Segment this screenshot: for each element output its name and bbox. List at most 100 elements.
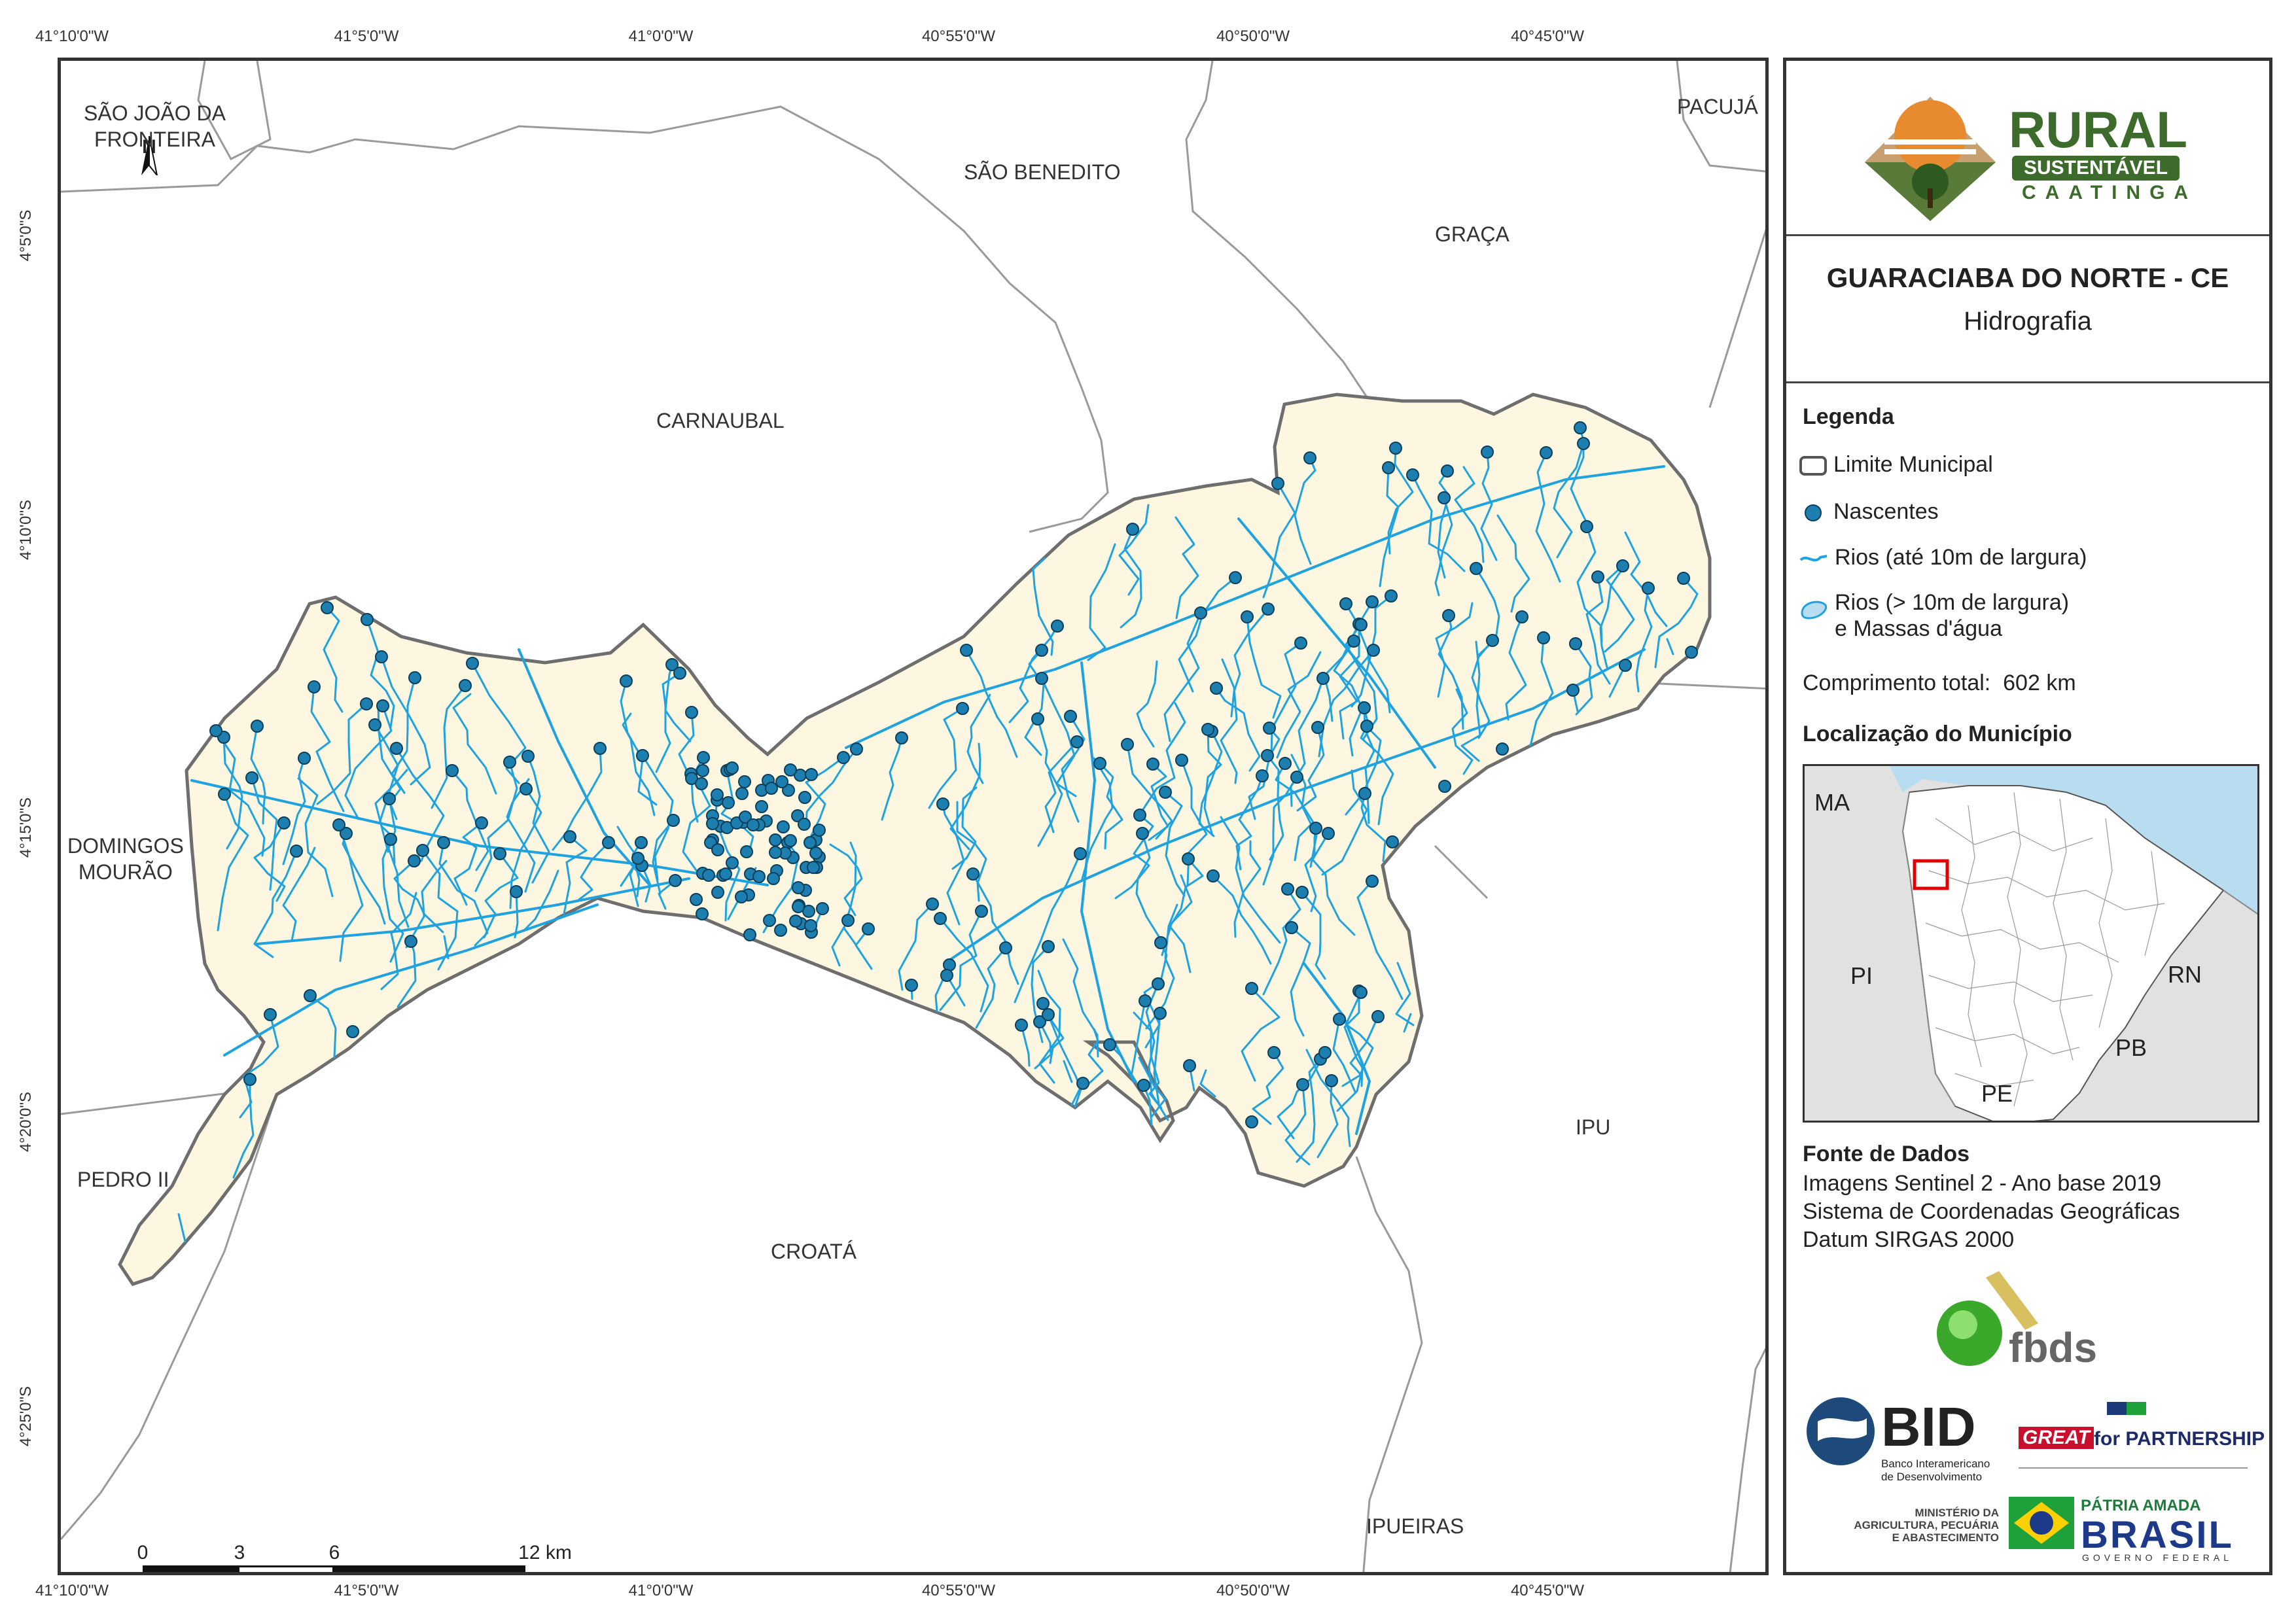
tributary-line [1120, 528, 1142, 629]
scale-label-6: 6 [328, 1542, 340, 1563]
boundary-symbol-icon [1799, 456, 1827, 476]
tributary-line [1099, 762, 1123, 850]
bid-text: BID [1881, 1396, 1976, 1457]
tributary-line [1535, 451, 1561, 583]
brasil-text: BRASIL [2081, 1514, 2234, 1556]
tributary-line [1471, 639, 1494, 739]
tributary-line [898, 903, 934, 991]
spring-point [792, 881, 805, 894]
scale-label-0: 0 [137, 1542, 149, 1563]
legend-item-rios-large: Rios (> 10m de largura) e Massas d'água [1799, 589, 2069, 642]
location-inset-map[interactable]: MA PI RN PB PE [1803, 764, 2259, 1123]
spring-point [1303, 451, 1316, 464]
spring-point [1366, 595, 1379, 608]
spring-point [850, 742, 863, 756]
inset-label-pb: PB [2115, 1034, 2147, 1061]
tributary-line [1284, 1083, 1311, 1166]
north-arrow: N [136, 136, 162, 175]
municipality-polygon[interactable] [118, 393, 1712, 1286]
tributary-line [380, 655, 431, 786]
tributary-line [942, 803, 965, 926]
spring-point [243, 1073, 256, 1086]
spring-point [673, 667, 686, 680]
tributary-line [658, 879, 677, 910]
spring-point [1354, 618, 1368, 631]
tributary-line [1178, 576, 1237, 693]
spring-point [1074, 847, 1087, 860]
spring-point [1577, 437, 1590, 450]
spring-point [1309, 822, 1322, 835]
spring-point [1229, 571, 1242, 584]
spring-point [510, 885, 523, 898]
tributary-line [1241, 987, 1280, 1082]
tributary-line [1138, 1056, 1167, 1118]
legend-label-limite: Limite Municipal [1833, 452, 1993, 477]
spring-point [264, 1008, 277, 1021]
tributary-line [1387, 447, 1414, 555]
tributary-line [1008, 625, 1059, 724]
spring-point [1207, 869, 1220, 882]
water-body-symbol-icon [1801, 601, 1828, 620]
tributary-line [451, 769, 489, 871]
tributary-line [506, 778, 536, 893]
spring-point [1385, 589, 1398, 602]
tributary-line [1438, 614, 1464, 730]
spring-point [383, 792, 396, 805]
river-line [1080, 661, 1135, 1083]
spring-point [384, 833, 397, 846]
spring-point [711, 886, 724, 899]
spring-point [1441, 464, 1454, 478]
tributary-line [1168, 874, 1193, 973]
spring-point [1347, 635, 1360, 648]
spring-point [1126, 523, 1139, 536]
spring-point [1152, 977, 1165, 990]
tributary-line [1304, 827, 1317, 913]
spring-point [1290, 771, 1303, 784]
tributary-line [366, 618, 395, 729]
spring-point [251, 720, 264, 733]
tributary-line [1215, 687, 1261, 772]
tributary-line [1305, 1049, 1351, 1147]
tributary-line [251, 777, 278, 891]
spring-point [475, 816, 488, 829]
fbds-text: fbds [2009, 1324, 2098, 1371]
spring-point [1389, 442, 1402, 455]
flags-icon [2107, 1402, 2146, 1415]
spring-point [940, 969, 953, 982]
spring-point [747, 818, 760, 831]
tributary-line [323, 606, 344, 713]
spring-point [1194, 606, 1207, 620]
tributary-line [474, 761, 518, 892]
tributary-line [1460, 640, 1481, 762]
tributary-line [1301, 891, 1326, 980]
spring-point [1136, 827, 1149, 840]
tributary-line [1163, 612, 1202, 742]
tributary-line [217, 793, 249, 932]
tributary-line [514, 890, 519, 939]
source-line-1: Imagens Sentinel 2 - Ano base 2019 [1803, 1171, 2162, 1196]
spring-point [1515, 610, 1528, 623]
spring-point [408, 854, 421, 867]
tributary-line [1036, 718, 1063, 847]
spring-point [966, 867, 980, 881]
spring-point [782, 784, 795, 797]
tributary-line [1290, 677, 1324, 807]
tributary-line [956, 801, 987, 902]
spring-point [1358, 701, 1371, 714]
tributary-line [1203, 728, 1222, 837]
spring-point [895, 731, 908, 744]
location-title: Localização do Município [1803, 722, 2072, 746]
spring-point [755, 800, 768, 813]
tributary-line [1336, 1015, 1379, 1112]
tributary-line [1356, 880, 1404, 1000]
map-subtitle: Hidrografia [1964, 307, 2092, 336]
spring-point [1316, 672, 1330, 685]
map-canvas [61, 61, 1765, 1572]
spring-point [1296, 1078, 1309, 1091]
spring-point [740, 845, 753, 858]
tributary-line [655, 672, 681, 773]
spring-point [321, 601, 334, 614]
map-frame[interactable]: N 0 3 6 12 km SÃO JOÃO DA FRONTEIRA SÃO … [58, 58, 1769, 1575]
inset-label-pe: PE [1981, 1080, 2013, 1107]
spring-point [706, 817, 719, 830]
